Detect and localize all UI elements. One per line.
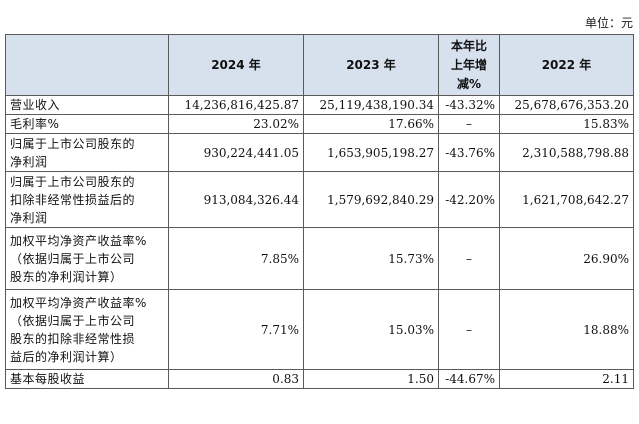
value-2022: 2.11	[499, 369, 634, 389]
value-2022: 15.83%	[499, 114, 634, 134]
header-cell-blank	[5, 34, 169, 96]
table-row: 归属于上市公司股东的 扣除非经常性损益后的 净利润 913,084,326.44 1…	[5, 171, 634, 228]
value-2023: 1,579,692,840.29	[303, 171, 439, 228]
header-cell-2023: 2023 年	[303, 34, 439, 96]
value-2024: 7.71%	[168, 289, 304, 370]
value-2024: 913,084,326.44	[168, 171, 304, 228]
header-cell-2022: 2022 年	[499, 34, 634, 96]
row-label: 毛利率%	[5, 114, 169, 134]
value-2024: 7.85%	[168, 227, 304, 290]
value-2023: 15.03%	[303, 289, 439, 370]
table-row: 加权平均净资产收益率% （依据归属于上市公司 股东的扣除非经常性损 益后的净利润…	[5, 289, 634, 370]
header-cell-2024: 2024 年	[168, 34, 304, 96]
table-row: 加权平均净资产收益率% （依据归属于上市公司 股东的净利润计算） 7.85% 15.…	[5, 227, 634, 290]
value-2023: 17.66%	[303, 114, 439, 134]
value-2023: 1.50	[303, 369, 439, 389]
value-2024: 14,236,816,425.87	[168, 95, 304, 115]
value-yoy-change: –	[438, 114, 500, 134]
row-label: 归属于上市公司股东的 净利润	[5, 133, 169, 172]
row-label: 加权平均净资产收益率% （依据归属于上市公司 股东的扣除非经常性损 益后的净利润…	[5, 289, 169, 370]
value-yoy-change: -44.67%	[438, 369, 500, 389]
table-header-row: 2024 年 2023 年 本年比 上年增 减% 2022 年	[5, 34, 634, 96]
unit-note: 单位：元	[584, 16, 633, 30]
table-row: 毛利率% 23.02% 17.66% –15.83%	[5, 114, 634, 134]
header-cell-yoy-change: 本年比 上年增 减%	[438, 34, 500, 96]
value-yoy-change: -42.20%	[438, 171, 500, 228]
value-2022: 26.90%	[499, 227, 634, 290]
value-2023: 1,653,905,198.27	[303, 133, 439, 172]
value-2023: 25,119,438,190.34	[303, 95, 439, 115]
value-2024: 0.83	[168, 369, 304, 389]
value-yoy-change: –	[438, 227, 500, 290]
value-2024: 23.02%	[168, 114, 304, 134]
value-2022: 25,678,676,353.20	[499, 95, 634, 115]
value-2022: 1,621,708,642.27	[499, 171, 634, 228]
value-yoy-change: -43.32%	[438, 95, 500, 115]
table-row: 基本每股收益 0.83 1.50 -44.67% 2.11	[5, 369, 634, 389]
value-2022: 2,310,588,798.88	[499, 133, 634, 172]
value-2022: 18.88%	[499, 289, 634, 370]
value-2024: 930,224,441.05	[168, 133, 304, 172]
row-label: 营业收入	[5, 95, 169, 115]
table-row: 归属于上市公司股东的 净利润 930,224,441.05 1,653,905,19…	[5, 133, 634, 172]
row-label: 加权平均净资产收益率% （依据归属于上市公司 股东的净利润计算）	[5, 227, 169, 290]
value-yoy-change: –	[438, 289, 500, 370]
table-row: 营业收入 14,236,816,425.87 25,119,438,190.34 -4…	[5, 95, 634, 115]
value-yoy-change: -43.76%	[438, 133, 500, 172]
row-label: 基本每股收益	[5, 369, 169, 389]
value-2023: 15.73%	[303, 227, 439, 290]
row-label: 归属于上市公司股东的 扣除非经常性损益后的 净利润	[5, 171, 169, 228]
financial-summary-table: 2024 年 2023 年 本年比 上年增 减% 2022 年 营业收入 14,2…	[5, 34, 634, 389]
